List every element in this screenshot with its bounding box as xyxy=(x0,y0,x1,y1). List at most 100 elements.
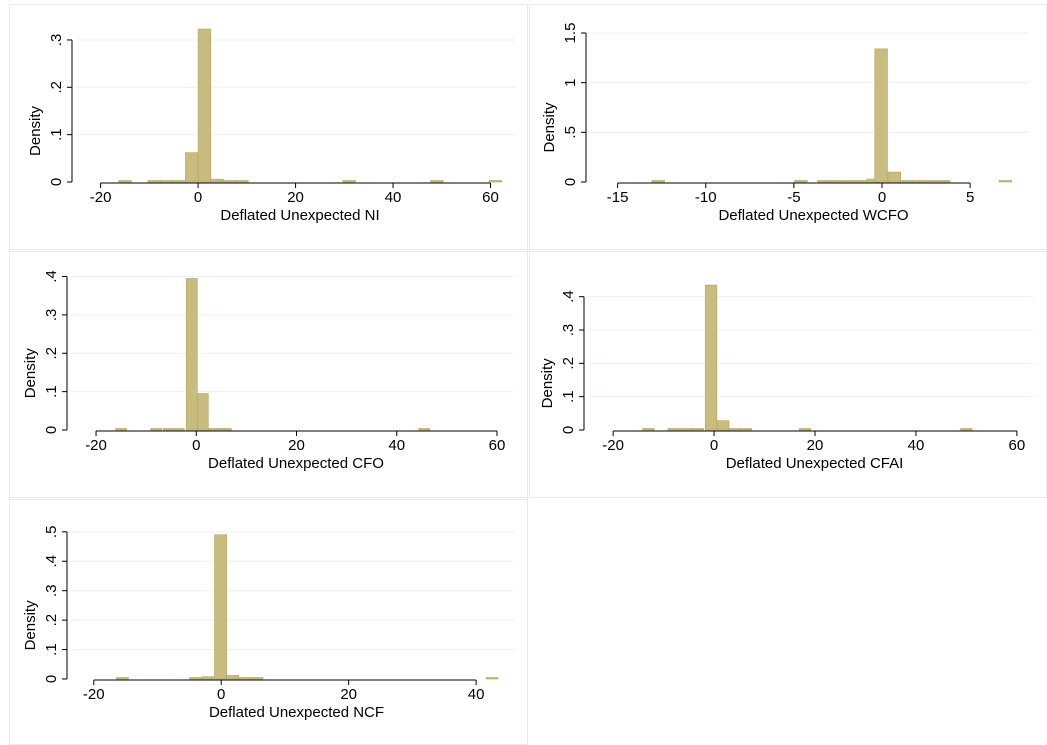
histogram-bar xyxy=(235,180,249,183)
x-tick-label: 20 xyxy=(287,189,304,206)
x-tick-label: -10 xyxy=(695,189,717,206)
histogram-bar xyxy=(794,180,808,183)
histogram-bar xyxy=(210,178,224,183)
x-tick-label: 5 xyxy=(966,189,974,206)
x-tick-label: -20 xyxy=(90,189,112,206)
histogram-bar xyxy=(226,675,240,680)
x-tick-label: 60 xyxy=(489,437,506,454)
x-axis-title: Deflated Unexpected CFAI xyxy=(726,455,904,472)
x-axis-title: Deflated Unexpected NCF xyxy=(209,704,384,721)
histogram-bar xyxy=(185,152,199,183)
histogram-bar xyxy=(171,180,186,183)
histogram-bar xyxy=(214,534,227,680)
histogram-bar xyxy=(197,28,212,183)
histogram-bar xyxy=(201,676,215,680)
histogram-bar xyxy=(717,420,730,431)
y-tick-label: 1.5 xyxy=(562,23,579,44)
y-axis-title: Density xyxy=(541,102,558,153)
histogram-bar xyxy=(651,180,665,183)
histogram-bar xyxy=(691,428,705,431)
histogram-bar xyxy=(829,180,843,183)
histogram-bar xyxy=(147,180,161,183)
y-tick-label: 0 xyxy=(43,675,60,683)
y-tick-label: .3 xyxy=(560,324,577,337)
x-tick-label: 60 xyxy=(1009,437,1026,454)
x-tick-label: 60 xyxy=(482,189,499,206)
chart-svg: 0 .1 .2 .3 .4 .5 -20 0 20 40 Deflated Unexpected N… xyxy=(22,526,514,721)
y-tick-label: .4 xyxy=(43,270,60,283)
histogram-bar xyxy=(342,180,356,183)
histogram-bar xyxy=(841,180,856,183)
histogram-bar xyxy=(924,180,938,183)
histogram-bar xyxy=(223,180,237,183)
y-tick-label: .1 xyxy=(48,128,65,141)
histogram-bar xyxy=(998,180,1013,183)
x-tick-label: 40 xyxy=(468,686,485,703)
histogram-bar xyxy=(680,428,693,431)
x-tick-label: -5 xyxy=(787,189,800,206)
chart-svg: 0 .1 .2 .3 .4 -20 0 20 40 60 Deflated Unexpected C… xyxy=(539,284,1033,472)
histogram-bar xyxy=(854,180,868,183)
y-axis-title: Density xyxy=(539,358,556,409)
histogram-bar xyxy=(739,428,752,431)
x-tick-label: -20 xyxy=(602,437,624,454)
histogram-bar xyxy=(485,677,499,680)
y-tick-label: .5 xyxy=(562,126,579,139)
y-tick-label: .3 xyxy=(43,309,60,322)
y-tick-label: .1 xyxy=(43,643,60,656)
histogram-bar xyxy=(189,677,203,680)
x-tick-label: 0 xyxy=(710,437,718,454)
y-tick-label: .4 xyxy=(43,555,60,568)
histogram-bar xyxy=(937,180,951,183)
histogram-bar xyxy=(150,428,162,431)
histogram-bar xyxy=(250,677,264,680)
y-tick-label: .1 xyxy=(43,385,60,398)
x-axis-title: Deflated Unexpected WCFO xyxy=(718,207,908,224)
x-tick-label: 0 xyxy=(878,189,886,206)
chart-svg: 0 .1 .2 .3 .4 -20 0 20 40 60 Deflated Unexpected C… xyxy=(22,270,513,472)
histogram-bar xyxy=(196,393,209,431)
y-tick-label: .2 xyxy=(48,81,65,94)
histogram-panel-ncf: 0 .1 .2 .3 .4 .5 -20 0 20 40 Deflated Unexpected N… xyxy=(9,499,528,745)
x-tick-label: 40 xyxy=(385,189,402,206)
y-tick-label: .2 xyxy=(560,357,577,370)
y-tick-label: .1 xyxy=(560,390,577,403)
y-tick-label: 0 xyxy=(43,426,60,434)
histogram-bar xyxy=(642,428,655,431)
x-tick-label: 40 xyxy=(388,437,405,454)
histogram-bar xyxy=(874,48,888,183)
histogram-bar xyxy=(162,428,175,431)
histogram-panel-cfo: 0 .1 .2 .3 .4 -20 0 20 40 60 Deflated Unexpected C… xyxy=(9,251,528,498)
y-tick-label: 0 xyxy=(48,178,65,186)
histogram-bar xyxy=(900,180,914,183)
y-tick-label: .4 xyxy=(560,290,577,303)
y-tick-label: .3 xyxy=(48,34,65,47)
x-tick-label: -20 xyxy=(85,437,107,454)
histogram-bar xyxy=(798,428,812,431)
y-tick-label: .2 xyxy=(43,347,60,360)
x-tick-label: -15 xyxy=(607,189,629,206)
x-tick-label: 20 xyxy=(340,686,357,703)
histogram-panel-cfai: 0 .1 .2 .3 .4 -20 0 20 40 60 Deflated Unexpected C… xyxy=(529,251,1047,498)
x-tick-label: 40 xyxy=(908,437,925,454)
histogram-bar xyxy=(159,180,174,183)
histogram-bar xyxy=(887,171,901,183)
histogram-bar xyxy=(118,180,132,183)
x-tick-label: 20 xyxy=(807,437,824,454)
histogram-bar xyxy=(418,428,431,431)
histogram-bar xyxy=(116,677,129,680)
x-tick-label: 20 xyxy=(288,437,305,454)
histogram-bar xyxy=(912,180,926,183)
x-tick-label: 0 xyxy=(217,686,225,703)
y-axis-title: Density xyxy=(22,600,39,651)
y-tick-label: 0 xyxy=(562,178,579,186)
y-tick-label: .2 xyxy=(43,614,60,627)
x-tick-label: 0 xyxy=(192,437,200,454)
chart-svg: 0 .5 1 1.5 -15 -10 -5 0 5 Deflated Unexpected WCF… xyxy=(541,23,1029,224)
x-tick-label: 0 xyxy=(194,189,202,206)
y-axis-title: Density xyxy=(27,105,44,156)
y-tick-label: 0 xyxy=(560,426,577,434)
y-tick-label: .5 xyxy=(43,526,60,539)
histogram-bar xyxy=(960,428,973,431)
y-axis-title: Density xyxy=(22,348,39,399)
